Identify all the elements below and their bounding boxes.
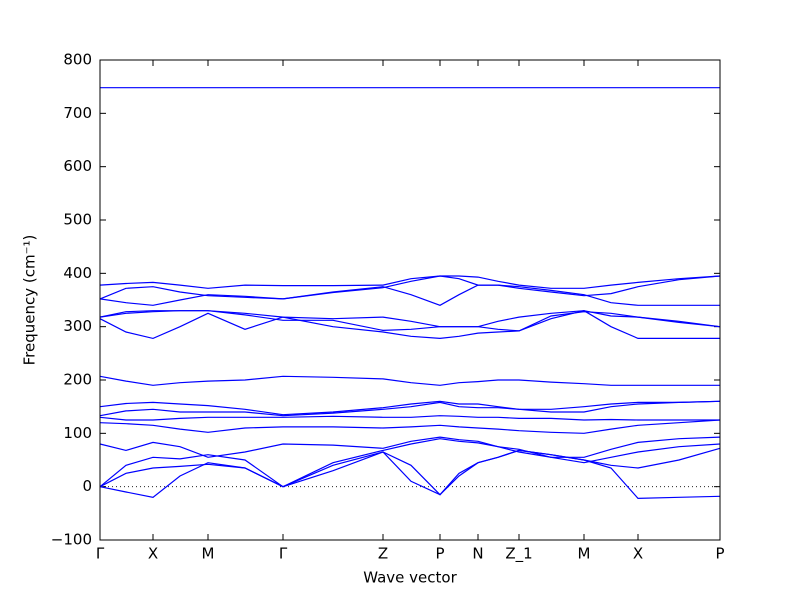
- x-tick-label: P: [435, 545, 444, 563]
- y-tick-label: 600: [63, 157, 92, 175]
- y-tick-label: 200: [63, 371, 92, 389]
- x-tick-label: X: [148, 545, 158, 563]
- band-line: [99, 275, 721, 289]
- band-line: [99, 310, 721, 328]
- x-tick-label: M: [202, 545, 215, 563]
- x-tick-label: X: [633, 545, 643, 563]
- band-line: [99, 310, 720, 340]
- x-tick-label: N: [472, 545, 483, 563]
- y-tick-label: 0: [82, 477, 92, 495]
- band-line: [99, 436, 721, 458]
- x-tick-label: P: [715, 545, 724, 563]
- band-line: [99, 400, 721, 416]
- band-line: [99, 438, 721, 488]
- y-tick-label: 500: [63, 211, 92, 229]
- band-line: [99, 447, 721, 496]
- band-line: [99, 400, 721, 417]
- y-tick-label: 800: [63, 51, 92, 69]
- x-tick-label: M: [578, 545, 591, 563]
- band-line: [99, 449, 721, 500]
- band-line: [99, 284, 720, 306]
- band-line: [99, 375, 720, 386]
- band-line: [99, 419, 721, 434]
- band-line: [99, 310, 721, 332]
- x-tick-label: Γ: [279, 545, 288, 563]
- y-tick-label: 100: [63, 424, 92, 442]
- plot-frame: [99, 59, 721, 541]
- y-tick-label: 300: [63, 317, 92, 335]
- y-tick-label: 700: [63, 104, 92, 122]
- x-tick-label: Γ: [96, 545, 105, 563]
- x-axis-label: Wave vector: [363, 569, 457, 587]
- band-line: [99, 275, 721, 300]
- x-tick-label: Z_1: [505, 545, 532, 564]
- y-tick-label: −100: [51, 531, 92, 549]
- y-axis-label: Frequency (cm⁻¹): [21, 235, 39, 366]
- x-tick-label: Z: [378, 545, 388, 563]
- band-line: [99, 415, 720, 421]
- y-tick-label: 400: [63, 264, 92, 282]
